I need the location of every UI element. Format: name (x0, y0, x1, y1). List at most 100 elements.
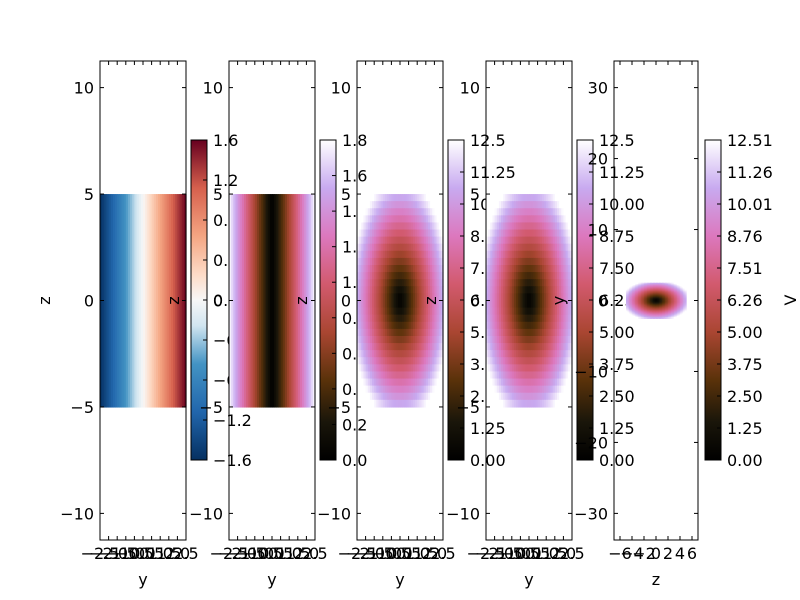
heatmap-cell (635, 311, 638, 313)
heatmap-cell (684, 292, 687, 295)
heatmap-cell (505, 293, 509, 302)
heatmap-cell (639, 300, 642, 303)
heatmap-cell (501, 378, 504, 387)
heatmap-cell (666, 293, 669, 296)
heatmap-cell (387, 279, 390, 287)
heatmap-cell (513, 236, 517, 245)
heatmap-cell (393, 229, 397, 238)
heatmap-cell (642, 288, 645, 291)
heatmap-cell (563, 378, 567, 387)
heatmap-cell (496, 243, 500, 252)
heatmap-cell (674, 283, 677, 286)
heatmap-cell (382, 201, 386, 209)
heatmap-cell (644, 317, 647, 319)
heatmap-cell (434, 293, 438, 302)
heatmap-cell (629, 317, 632, 319)
heatmap-cell (235, 194, 239, 408)
heatmap-cell (666, 286, 669, 289)
heatmap-cell (492, 265, 496, 273)
heatmap-cell (626, 315, 629, 318)
heatmap-cell (626, 291, 629, 293)
heatmap-cell (511, 229, 515, 238)
heatmap-cell (660, 307, 663, 310)
heatmap-cell (665, 300, 668, 303)
heatmap-cell (397, 314, 401, 323)
heatmap-cell (402, 371, 405, 380)
heatmap-cell (520, 364, 524, 373)
heatmap-cell (417, 279, 420, 287)
heatmap-cell (526, 371, 530, 380)
heatmap-cell (412, 328, 416, 337)
heatmap-cell (505, 243, 509, 252)
heatmap-cell (522, 307, 526, 316)
heatmap-cell (410, 314, 414, 323)
heatmap-cell (677, 291, 680, 293)
heatmap-cell (563, 250, 567, 259)
heatmap-cell (666, 308, 669, 311)
heatmap-cell (680, 285, 683, 287)
heatmap-cell (393, 378, 397, 387)
heatmap-cell (641, 312, 644, 315)
heatmap-cell (526, 300, 530, 309)
heatmap-cell (660, 294, 663, 297)
heatmap-cell (382, 250, 386, 259)
heatmap-cell (567, 265, 571, 273)
heatmap-cell (367, 314, 371, 323)
heatmap-cell (668, 287, 671, 290)
heatmap-cell (395, 364, 399, 373)
heatmap-cell (417, 335, 420, 344)
heatmap-cell (544, 335, 547, 344)
heatmap-cell (516, 399, 519, 408)
heatmap-cell (541, 385, 545, 394)
heatmap-cell (537, 236, 541, 245)
heatmap-cell (645, 285, 648, 287)
heatmap-cell (552, 392, 556, 401)
heatmap-cell (520, 236, 524, 245)
heatmap-cell (537, 279, 541, 287)
heatmap-cell (520, 371, 524, 380)
heatmap-cell (567, 385, 571, 394)
heatmap-cell (513, 399, 517, 408)
heatmap-cell (627, 298, 630, 300)
heatmap-cell (641, 299, 644, 302)
heatmap-cell (402, 314, 405, 323)
heatmap-cell (556, 272, 560, 280)
heatmap-cell (430, 300, 433, 309)
heatmap-cell (559, 279, 562, 287)
heatmap-cell (425, 385, 429, 394)
heatmap-cell (507, 201, 511, 209)
heatmap-cell (516, 293, 519, 302)
heatmap-cell (526, 215, 530, 224)
heatmap-cell (659, 312, 662, 315)
heatmap-cell (565, 392, 569, 401)
heatmap-cell (656, 298, 659, 300)
heatmap-cell (423, 378, 427, 387)
heatmap-cell (486, 265, 489, 273)
heatmap-cell (410, 229, 414, 238)
heatmap-cell (410, 385, 414, 394)
heatmap-cell (556, 250, 560, 259)
heatmap-cell (365, 371, 369, 380)
heatmap-cell (563, 201, 567, 209)
heatmap-cell (363, 392, 367, 401)
heatmap-cell (412, 201, 416, 209)
heatmap-cell (376, 307, 380, 316)
heatmap-cell (367, 257, 371, 266)
heatmap-cell (677, 307, 680, 310)
heatmap-cell (415, 314, 418, 323)
heatmap-cell (668, 313, 671, 316)
heatmap-cell (406, 286, 410, 295)
heatmap-cell (393, 250, 397, 259)
heatmap-cell (561, 265, 564, 273)
heatmap-cell (357, 335, 360, 344)
heatmap-cell (651, 286, 654, 289)
heatmap-cell (663, 301, 666, 304)
heatmap-cell (684, 298, 687, 300)
heatmap-cell (662, 306, 665, 309)
heatmap-cell (659, 311, 662, 313)
heatmap-cell (516, 321, 519, 330)
heatmap-cell (533, 215, 537, 224)
heatmap-cell (531, 328, 534, 337)
heatmap-cell (662, 294, 665, 297)
heatmap-cell (393, 300, 397, 309)
